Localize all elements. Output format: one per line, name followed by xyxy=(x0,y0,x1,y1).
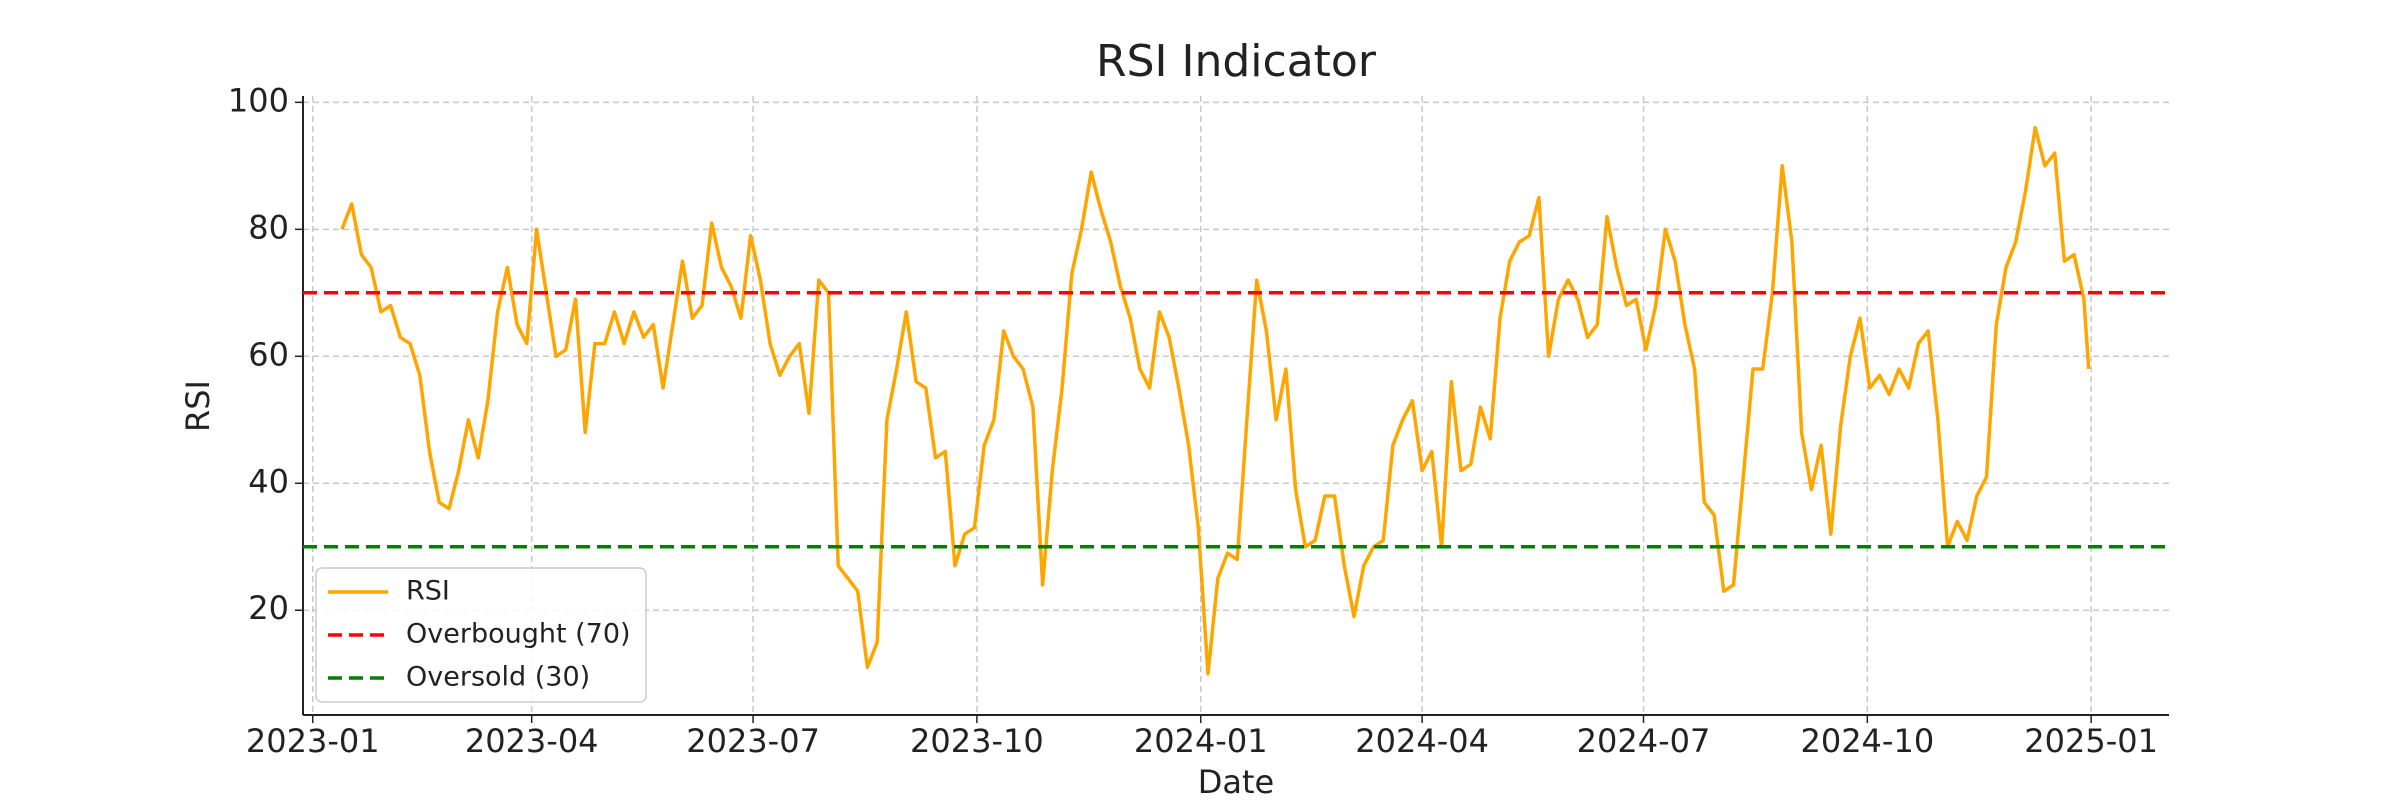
x-tick-label: 2024-04 xyxy=(1355,722,1489,760)
legend-box xyxy=(315,567,647,703)
x-tick-label: 2023-04 xyxy=(465,722,599,760)
legend-label: RSI xyxy=(406,576,450,607)
rsi-line xyxy=(340,125,2091,676)
x-tick-label: 2024-07 xyxy=(1577,722,1711,760)
y-tick-label: 80 xyxy=(248,208,289,246)
x-tick-label: 2024-10 xyxy=(1800,722,1934,760)
x-tick-label: 2025-01 xyxy=(2024,722,2158,760)
legend-label: Overbought (70) xyxy=(406,619,631,650)
x-tick-label: 2023-07 xyxy=(686,722,820,760)
chart-title: RSI Indicator xyxy=(1096,36,1377,87)
y-tick-label: 60 xyxy=(248,335,289,373)
y-axis-label: RSI xyxy=(179,380,217,432)
y-tick-label: 20 xyxy=(248,589,289,627)
y-tick-label: 100 xyxy=(228,81,289,119)
x-tick-label: 2024-01 xyxy=(1134,722,1268,760)
x-axis-label: Date xyxy=(1198,763,1274,800)
x-tick-label: 2023-10 xyxy=(910,722,1044,760)
x-tick-label: 2023-01 xyxy=(246,722,380,760)
y-tick-label: 40 xyxy=(248,462,289,500)
legend-label: Oversold (30) xyxy=(406,662,590,693)
